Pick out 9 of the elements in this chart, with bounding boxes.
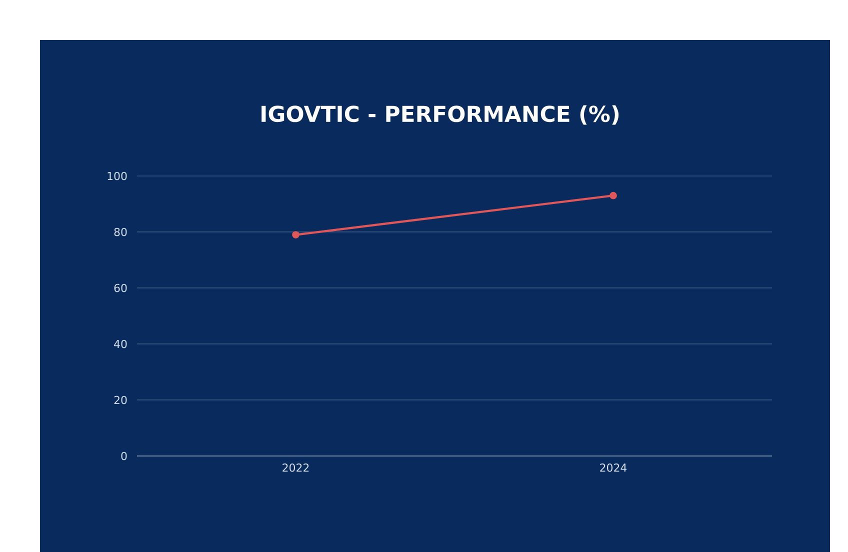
y-tick-label: 80 — [114, 228, 127, 236]
y-tick-label: 40 — [114, 340, 127, 348]
y-tick-label: 0 — [121, 452, 127, 460]
y-tick-label: 20 — [114, 396, 127, 404]
y-tick-label: 100 — [108, 172, 127, 180]
y-tick-label: 60 — [114, 284, 127, 292]
x-tick-label: 2022 — [282, 464, 309, 472]
chart-title: IGOVTIC - PERFORMANCE (%) — [262, 105, 619, 125]
x-tick-label: 2024 — [600, 464, 627, 472]
